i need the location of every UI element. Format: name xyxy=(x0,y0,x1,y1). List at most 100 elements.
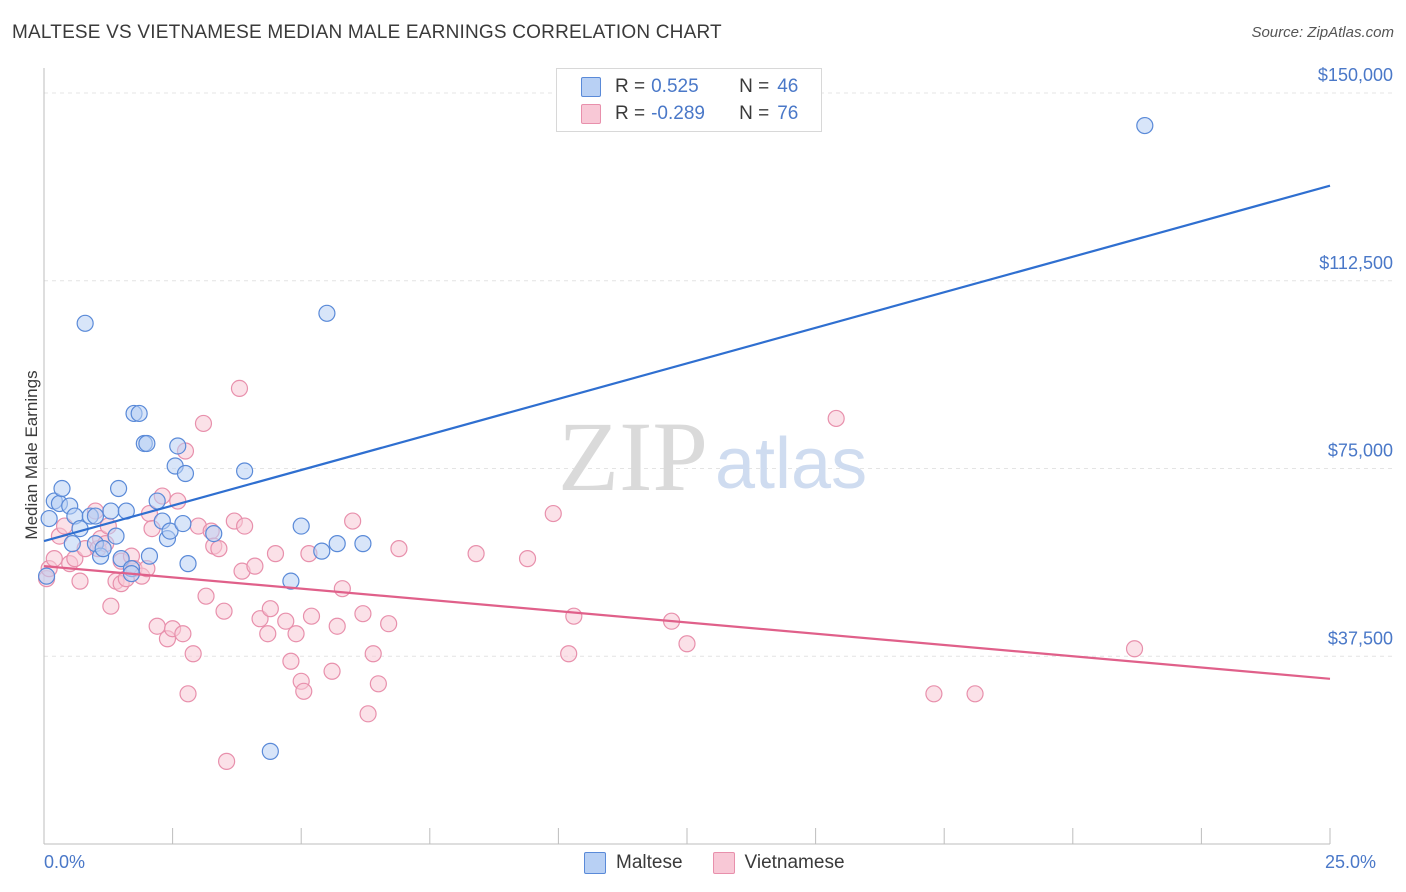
vietnamese-point xyxy=(45,550,63,568)
legend-item-maltese[interactable]: Maltese xyxy=(584,852,683,874)
legend-row-vietnamese: R = -0.289 N = 76 xyxy=(581,101,798,127)
vietnamese-point xyxy=(333,580,351,598)
vietnamese-trend-line xyxy=(43,565,1331,680)
maltese-point xyxy=(318,304,336,322)
vietnamese-point xyxy=(246,557,264,575)
legend-r-value: -0.289 xyxy=(651,103,705,124)
maltese-point xyxy=(354,535,372,553)
vietnamese-point xyxy=(174,625,192,643)
watermark-atlas: atlas xyxy=(715,424,867,504)
vietnamese-point xyxy=(518,550,537,568)
vietnamese-point xyxy=(102,597,120,615)
vietnamese-point xyxy=(323,662,341,680)
vietnamese-point xyxy=(344,512,362,530)
legend-n-label: N = xyxy=(739,76,770,97)
chart-title: MALTESE VS VIETNAMESE MEDIAN MALE EARNIN… xyxy=(12,22,722,43)
maltese-point xyxy=(161,522,179,540)
maltese-point xyxy=(313,542,331,560)
vietnamese-point xyxy=(328,617,346,635)
vietnamese-point xyxy=(295,682,313,700)
maltese-point xyxy=(53,479,71,498)
x-tick-label-min: 0.0% xyxy=(44,852,86,872)
maltese-point xyxy=(37,567,56,585)
maltese-point xyxy=(63,535,81,553)
vietnamese-legend-swatch xyxy=(712,852,735,874)
vietnamese-point xyxy=(925,685,943,703)
vietnamese-point xyxy=(282,652,300,670)
vietnamese-point xyxy=(390,540,408,558)
maltese-point xyxy=(94,540,112,558)
maltese-point xyxy=(138,434,156,453)
legend-n-label: N = xyxy=(739,103,770,124)
vietnamese-point xyxy=(827,409,845,428)
vietnamese-point xyxy=(560,645,578,663)
vietnamese-point xyxy=(364,645,382,663)
vietnamese-point xyxy=(380,615,398,633)
vietnamese-point xyxy=(259,625,277,643)
maltese-point xyxy=(179,555,197,573)
maltese-trend-line xyxy=(43,184,1331,543)
vietnamese-point xyxy=(1125,640,1144,658)
maltese-point xyxy=(140,547,159,565)
legend-r-label: R = xyxy=(615,103,646,124)
maltese-point xyxy=(148,492,166,510)
vietnamese-point xyxy=(369,675,387,693)
y-tick-label: $112,500 xyxy=(1319,253,1393,273)
maltese-point xyxy=(40,509,58,528)
vietnamese-point xyxy=(215,602,233,620)
vietnamese-point xyxy=(565,607,583,625)
vietnamese-point xyxy=(261,600,279,618)
maltese-point xyxy=(107,527,125,545)
maltese-point xyxy=(282,572,300,590)
vietnamese-point xyxy=(966,685,984,703)
maltese-point xyxy=(112,550,130,568)
vietnamese-legend-label: Vietnamese xyxy=(744,852,845,873)
vietnamese-point xyxy=(184,645,202,663)
maltese-point xyxy=(236,462,254,480)
maltese-point xyxy=(86,507,105,525)
vietnamese-point xyxy=(266,545,285,563)
axes xyxy=(43,68,1331,845)
maltese-point xyxy=(169,437,187,455)
stats-legend: R = 0.525 N = 46 R = -0.289 N = 76 xyxy=(556,68,822,132)
vietnamese-point xyxy=(179,685,197,703)
maltese-point xyxy=(1136,116,1154,135)
legend-item-vietnamese[interactable]: Vietnamese xyxy=(712,852,845,874)
y-tick-label: $150,000 xyxy=(1318,65,1393,85)
maltese-legend-swatch xyxy=(584,852,606,874)
legend-r-value: 0.525 xyxy=(651,76,699,97)
legend-n-value: 46 xyxy=(777,76,799,97)
vietnamese-point xyxy=(544,504,562,523)
maltese-point xyxy=(102,502,120,520)
maltese-point xyxy=(176,464,195,483)
legend-row-maltese: R = 0.525 N = 46 xyxy=(581,74,798,100)
maltese-point xyxy=(130,404,148,423)
maltese-point xyxy=(76,314,94,332)
vietnamese-point xyxy=(210,540,228,558)
vietnamese-point xyxy=(236,517,254,535)
x-tick-label-max: 25.0% xyxy=(1325,852,1377,872)
series-legend: Maltese Vietnamese xyxy=(584,852,875,874)
maltese-point xyxy=(261,742,279,760)
maltese-point xyxy=(205,524,223,543)
y-tick-label: $75,000 xyxy=(1328,441,1393,461)
y-tick-label: $37,500 xyxy=(1328,628,1393,648)
data-points xyxy=(37,116,1154,770)
vietnamese-point xyxy=(230,379,249,398)
vietnamese-swatch xyxy=(581,104,601,124)
vietnamese-point xyxy=(354,605,372,623)
vietnamese-point xyxy=(302,607,321,625)
maltese-swatch xyxy=(581,77,601,97)
vietnamese-point xyxy=(71,572,89,590)
vietnamese-point xyxy=(197,587,215,605)
source-label: Source: ZipAtlas.com xyxy=(1251,24,1394,41)
trend-lines xyxy=(43,184,1331,680)
vietnamese-point xyxy=(194,414,213,433)
vietnamese-point xyxy=(277,612,295,630)
vietnamese-point xyxy=(678,635,696,653)
maltese-legend-label: Maltese xyxy=(616,852,683,873)
vietnamese-point xyxy=(359,705,377,723)
vietnamese-point xyxy=(287,625,305,643)
maltese-point xyxy=(328,535,346,553)
